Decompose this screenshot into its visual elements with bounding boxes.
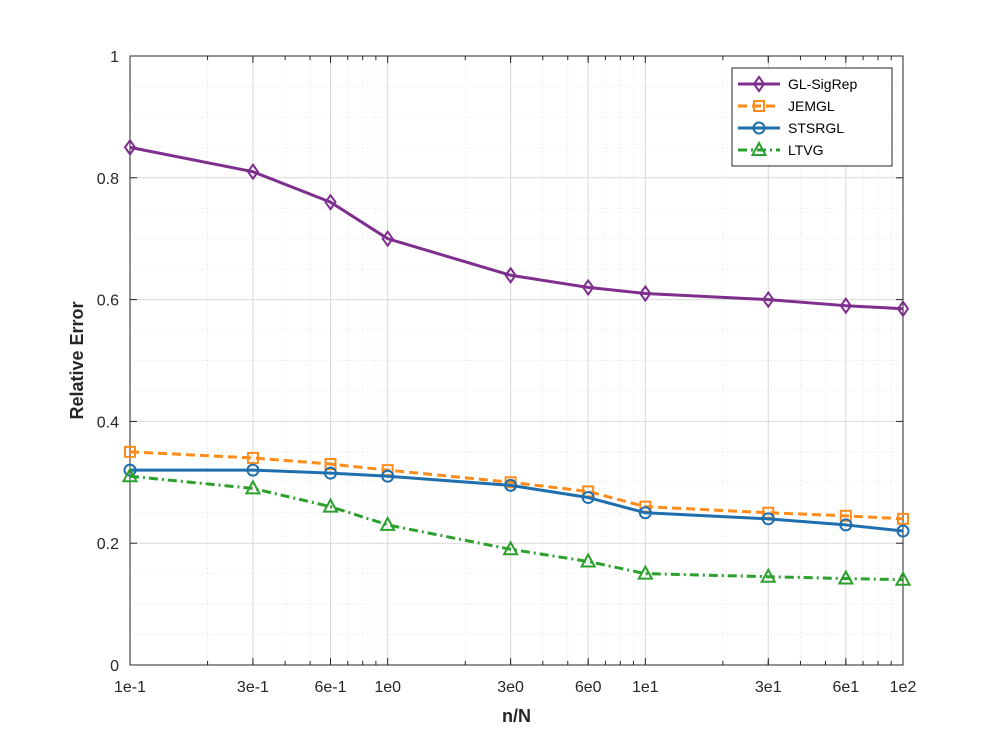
x-tick-label: 1e2 [890, 679, 917, 696]
data-point [504, 478, 518, 492]
data-point [894, 570, 912, 586]
x-tick-label: 6e1 [832, 679, 859, 696]
legend-label: JEMGL [788, 98, 835, 114]
data-point [123, 138, 137, 157]
series-ltvg [121, 467, 912, 586]
series-jemgl [124, 445, 909, 525]
legend-entry: GL-SigRep [738, 75, 857, 93]
data-point [121, 467, 139, 483]
data-point [637, 564, 654, 580]
x-tick-label: 6e0 [575, 679, 602, 696]
data-point [502, 540, 519, 556]
series-stsrgl [123, 463, 910, 538]
data-point [760, 567, 777, 583]
data-point [897, 512, 909, 525]
x-tick-label: 3e0 [497, 679, 524, 696]
data-point [379, 515, 396, 531]
series-line [129, 474, 904, 582]
data-point [324, 193, 337, 211]
data-point [579, 552, 597, 568]
x-tick-label: 1e1 [632, 679, 659, 696]
series-line [129, 145, 904, 311]
data-point [381, 229, 394, 248]
y-tick-label: 0.8 [97, 171, 119, 188]
legend-label: GL-SigRep [788, 76, 857, 92]
legend-entry: STSRGL [738, 120, 844, 136]
legend: GL-SigRep JEMGL STSRGL LTVG [731, 67, 893, 167]
data-point [124, 445, 136, 458]
legend-swatch-marker [752, 75, 766, 93]
plot-frame [129, 55, 904, 666]
series-line [129, 450, 904, 521]
data-point [246, 162, 260, 181]
data-point [638, 506, 652, 520]
y-tick-label: 0.4 [97, 414, 119, 431]
data-point [581, 278, 595, 297]
y-axis-title: Relative Error [67, 301, 87, 419]
y-tick-label: 1 [110, 49, 119, 66]
legend-entry: LTVG [738, 140, 824, 158]
x-tick-label: 3e-1 [237, 679, 269, 696]
y-tick-label: 0.6 [97, 293, 119, 310]
legend-swatch-marker [753, 100, 765, 112]
legend-entry: JEMGL [738, 98, 835, 114]
data-point [839, 296, 853, 315]
data-point [246, 463, 260, 477]
y-tick-label: 0.2 [97, 536, 119, 553]
data-point [639, 284, 652, 303]
data-point [324, 466, 338, 480]
x-tick-label: 1e-1 [114, 679, 146, 696]
data-point [837, 569, 855, 585]
x-tick-label: 6e-1 [314, 679, 346, 696]
legend-label: STSRGL [788, 120, 844, 136]
data-point [762, 290, 775, 309]
data-point [761, 512, 775, 526]
legend-label: LTVG [788, 142, 824, 158]
data-point [322, 497, 339, 513]
data-point [504, 266, 517, 284]
series-line [130, 468, 904, 533]
data-point [839, 518, 853, 532]
axis-ticks: 1e-1 3e-1 6e-1 1e0 3e0 6e0 1e1 3e1 6e1 1e2 0 0.2 0.4… [97, 49, 917, 696]
data-point [581, 491, 595, 505]
data-point [244, 479, 262, 495]
legend-swatch-marker [750, 140, 768, 156]
data-point [839, 509, 852, 522]
data-point [123, 463, 137, 477]
data-point [324, 458, 337, 471]
legend-swatch-marker [752, 121, 766, 135]
y-tick-label: 0 [110, 658, 119, 675]
x-tick-label: 1e0 [374, 679, 401, 696]
series-gl-sigrep [123, 138, 910, 318]
x-tick-label: 3e1 [755, 679, 782, 696]
data-point [896, 300, 910, 318]
series-lines [121, 138, 912, 586]
data-point [896, 524, 910, 538]
data-point [246, 451, 259, 464]
data-point [381, 469, 395, 483]
x-axis-title: n/N [502, 706, 531, 726]
